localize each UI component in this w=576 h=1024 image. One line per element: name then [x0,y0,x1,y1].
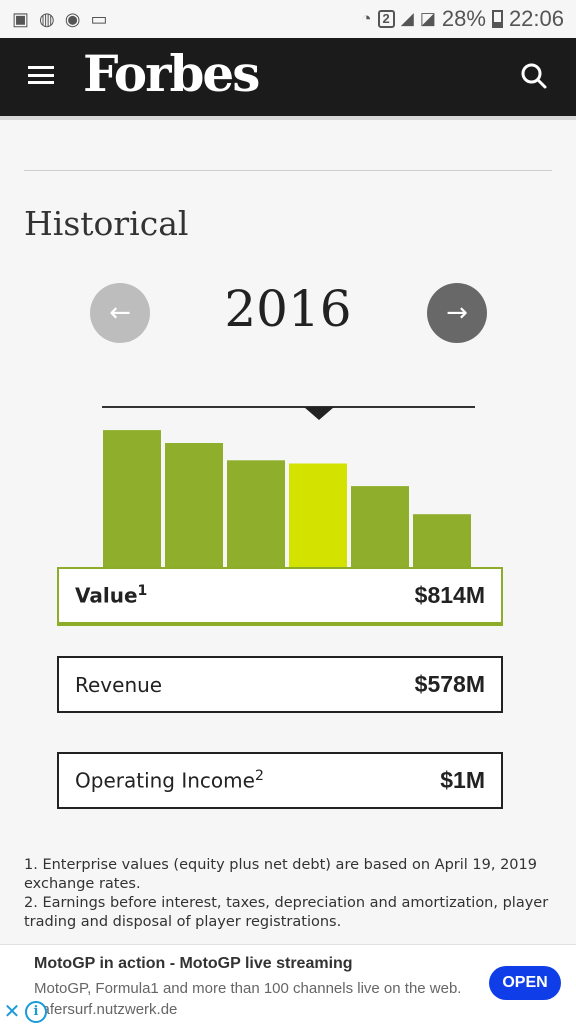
battery-percent: 28% [441,6,486,31]
basketball-icon: ◍ [39,8,55,29]
voicemail-icon: ▭ [90,8,108,29]
torrent-icon: ◉ [64,8,81,29]
forbes-logo[interactable]: Forbes [83,44,260,103]
bar[interactable] [413,514,471,567]
header-divider [0,116,576,120]
previous-year-button[interactable]: ← [90,283,150,343]
ad-text[interactable]: MotoGP, Formula1 and more than 100 chann… [34,980,462,1018]
system-icons: ◔ 2 ◢ ◪ 28% 22:06 [361,6,564,32]
signal-2-icon: ◪ [419,9,436,28]
value-bar-chart [103,428,475,567]
metric-amount: $814M [414,582,485,608]
timeline-track [102,406,475,408]
section-divider [24,170,552,171]
bar[interactable] [165,443,223,567]
notification-icons: ▣ ◍ ◉ ▭ [12,9,107,30]
arrow-left-icon: ← [109,298,131,328]
bar[interactable] [103,430,161,567]
metric-operating-income[interactable]: Operating Income2 $1M [57,752,503,809]
battery-icon [491,10,503,28]
ad-title[interactable]: MotoGP in action - MotoGP live streaming [34,955,353,972]
next-year-button[interactable]: → [427,283,487,343]
metric-label: Value1 [75,583,148,608]
ad-banner[interactable]: MotoGP in action - MotoGP live streaming… [0,944,576,1024]
menu-icon[interactable] [28,66,54,84]
footnote-1: 1. Enterprise values (equity plus net de… [24,857,537,892]
clock: 22:06 [508,6,564,31]
site-header: Forbes [0,38,576,116]
sim-badge: 2 [377,10,395,28]
bar[interactable] [227,460,285,567]
bar[interactable] [351,486,409,567]
metric-label: Revenue [75,672,163,697]
year-label: 2016 [224,280,352,338]
arrow-right-icon: → [446,298,468,328]
metric-revenue[interactable]: Revenue $578M [57,656,503,713]
footnote-2: 2. Earnings before interest, taxes, depr… [24,895,549,930]
footnotes: 1. Enterprise values (equity plus net de… [24,856,554,932]
status-bar: ▣ ◍ ◉ ▭ ◔ 2 ◢ ◪ 28% 22:06 [0,0,576,38]
search-icon[interactable] [520,62,548,90]
section-title: Historical [24,204,189,243]
bar-selected[interactable] [289,463,347,568]
timeline-pointer[interactable] [304,407,334,420]
signal-icon: ◢ [400,9,414,28]
info-icon[interactable]: i [25,1001,47,1023]
metric-amount: $1M [440,767,485,793]
image-icon: ▣ [12,8,30,29]
metric-label: Operating Income2 [75,768,264,793]
metric-amount: $578M [414,671,485,697]
ad-open-button[interactable]: OPEN [489,966,561,1000]
wifi-icon: ◔ [361,9,372,28]
close-icon[interactable]: ✕ [0,1000,24,1024]
metric-value[interactable]: Value1 $814M [57,567,503,624]
